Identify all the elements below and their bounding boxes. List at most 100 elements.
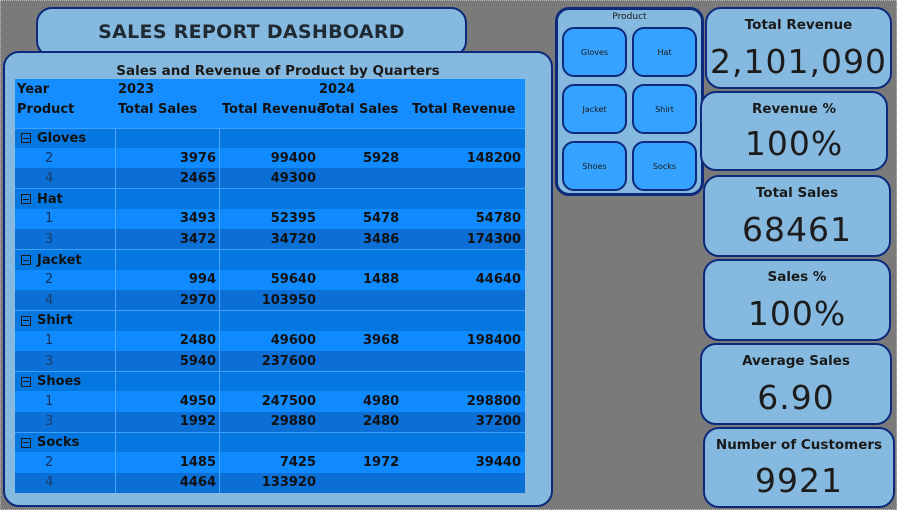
total-sales-2023-cell: 4464 xyxy=(115,472,219,493)
slicer-option-socks[interactable]: Socks xyxy=(632,141,697,191)
matrix-body: Gloves 2 3976 99400 5928 148200 4 2465 49300 Hat 1… xyxy=(15,127,525,493)
quarter-label: 3 xyxy=(45,231,54,247)
quarter-label: 4 xyxy=(45,292,54,308)
kpi-label: Average Sales xyxy=(742,353,850,369)
group-name: Jacket xyxy=(37,252,82,268)
matrix-visual[interactable]: Sales and Revenue of Product by Quarters… xyxy=(3,51,553,507)
matrix-year-header-row: Year 2023 2024 xyxy=(15,79,525,100)
collapse-icon[interactable] xyxy=(21,255,31,266)
group-cell xyxy=(115,128,219,148)
kpi-label: Total Sales xyxy=(755,185,839,201)
total-sales-2023-cell: 5940 xyxy=(115,350,219,372)
slicer-option-jacket[interactable]: Jacket xyxy=(562,84,627,134)
total-sales-2023-cell: 994 xyxy=(115,269,219,290)
group-label: Socks xyxy=(15,433,115,452)
matrix-group-row: Shoes xyxy=(15,371,525,392)
matrix-group-row: Shirt xyxy=(15,310,525,331)
total-sales-2024-cell: 5928 xyxy=(363,150,400,166)
group-label: Hat xyxy=(15,189,115,208)
kpi-label: Number of Customers xyxy=(715,437,883,453)
collapse-icon[interactable] xyxy=(21,194,31,205)
total-revenue-2023-cell: 133920 xyxy=(219,472,319,493)
matrix-data-row: 4 2970 103950 xyxy=(15,289,525,311)
collapse-icon[interactable] xyxy=(21,133,31,144)
header-total-sales-2023[interactable]: Total Sales xyxy=(118,101,198,117)
group-cell xyxy=(115,311,219,331)
total-sales-2024-cell xyxy=(319,168,395,188)
slicer-option-shoes[interactable]: Shoes xyxy=(562,141,627,191)
group-cell xyxy=(115,250,219,270)
total-sales-2024-cell: 3968 xyxy=(363,333,400,349)
quarter-label: 2 xyxy=(45,454,54,470)
group-cell xyxy=(219,128,319,148)
header-total-revenue-2023[interactable]: Total Revenue xyxy=(222,101,326,117)
product-header-label[interactable]: Product xyxy=(17,101,75,117)
quarter-label: 1 xyxy=(45,333,54,349)
kpi-value: 6.90 xyxy=(757,378,835,417)
kpi-card-number-of-customers: Number of Customers 9921 xyxy=(703,427,895,508)
total-sales-2023-cell: 4950 xyxy=(115,391,219,412)
matrix-group-row: Gloves xyxy=(15,127,525,148)
total-sales-2023-cell: 3976 xyxy=(115,147,219,169)
matrix-data-row: 2 994 59640 1488 44640 xyxy=(15,269,525,290)
slicer-title: Product xyxy=(612,12,647,22)
group-name: Hat xyxy=(37,191,63,207)
dashboard-title: SALES REPORT DASHBOARD xyxy=(98,21,405,43)
slicer-option-hat[interactable]: Hat xyxy=(632,27,697,77)
total-sales-2024-cell: 1972 xyxy=(363,454,400,470)
total-sales-2023-cell: 1992 xyxy=(115,411,219,433)
kpi-value: 2,101,090 xyxy=(710,42,887,81)
total-revenue-2023-cell: 247500 xyxy=(219,391,319,412)
slicer-option-gloves[interactable]: Gloves xyxy=(562,27,627,77)
total-revenue-2023-cell: 7425 xyxy=(219,452,319,473)
total-revenue-2023-cell: 34720 xyxy=(219,229,319,250)
collapse-icon[interactable] xyxy=(21,437,31,448)
collapse-icon[interactable] xyxy=(21,315,31,326)
total-sales-2024-cell: 4980 xyxy=(363,394,400,410)
total-sales-2023-cell: 3493 xyxy=(115,208,219,230)
total-revenue-2024-cell xyxy=(395,473,525,493)
group-cell xyxy=(219,311,319,331)
total-revenue-2023-cell: 237600 xyxy=(219,350,319,372)
kpi-label: Total Revenue xyxy=(744,17,853,33)
header-total-sales-2024[interactable]: Total Sales xyxy=(319,101,399,117)
total-revenue-2024-cell xyxy=(395,290,525,310)
year-2023-header: 2023 xyxy=(118,81,155,97)
matrix-group-row: Hat xyxy=(15,188,525,209)
matrix-data-row: 3 5940 237600 xyxy=(15,350,525,372)
kpi-value: 68461 xyxy=(742,210,852,249)
matrix-measure-header-row: Product Total Sales Total Revenue Total … xyxy=(15,99,525,120)
kpi-card-total-revenue: Total Revenue 2,101,090 xyxy=(705,7,892,89)
matrix-data-row: 3 3472 34720 3486 174300 xyxy=(15,229,525,250)
group-label: Shoes xyxy=(15,372,115,391)
group-cell xyxy=(219,372,319,392)
total-revenue-2024-cell: 44640 xyxy=(475,272,521,288)
quarter-label: 1 xyxy=(45,211,54,227)
group-cell xyxy=(115,189,219,209)
matrix-data-row: 2 3976 99400 5928 148200 xyxy=(15,147,525,169)
total-revenue-2024-cell: 198400 xyxy=(466,333,521,349)
kpi-card-revenue-pct: Revenue % 100% xyxy=(700,91,888,171)
kpi-card-sales-pct: Sales % 100% xyxy=(703,259,891,341)
total-sales-2024-cell xyxy=(319,473,395,493)
total-sales-2024-cell xyxy=(319,351,395,371)
group-name: Gloves xyxy=(37,130,87,146)
total-sales-2024-cell: 5478 xyxy=(363,211,400,227)
total-revenue-2024-cell: 298800 xyxy=(466,394,521,410)
group-label: Jacket xyxy=(15,250,115,269)
product-slicer[interactable]: Product Gloves Hat Jacket Shirt Shoes So… xyxy=(555,7,704,196)
year-2024-header: 2024 xyxy=(319,81,356,97)
total-revenue-2024-cell: 174300 xyxy=(466,231,521,247)
group-name: Shoes xyxy=(37,374,82,390)
total-revenue-2024-cell xyxy=(395,351,525,371)
total-revenue-2023-cell: 59640 xyxy=(219,269,319,290)
header-total-revenue-2024[interactable]: Total Revenue xyxy=(412,101,516,117)
slicer-option-shirt[interactable]: Shirt xyxy=(632,84,697,134)
matrix-group-row: Jacket xyxy=(15,249,525,270)
collapse-icon[interactable] xyxy=(21,376,31,387)
quarter-label: 3 xyxy=(45,414,54,430)
total-revenue-2023-cell: 29880 xyxy=(219,411,319,433)
quarter-label: 2 xyxy=(45,150,54,166)
quarter-label: 1 xyxy=(45,394,54,410)
matrix-grid[interactable]: Year 2023 2024 Product Total Sales Total… xyxy=(15,79,525,493)
